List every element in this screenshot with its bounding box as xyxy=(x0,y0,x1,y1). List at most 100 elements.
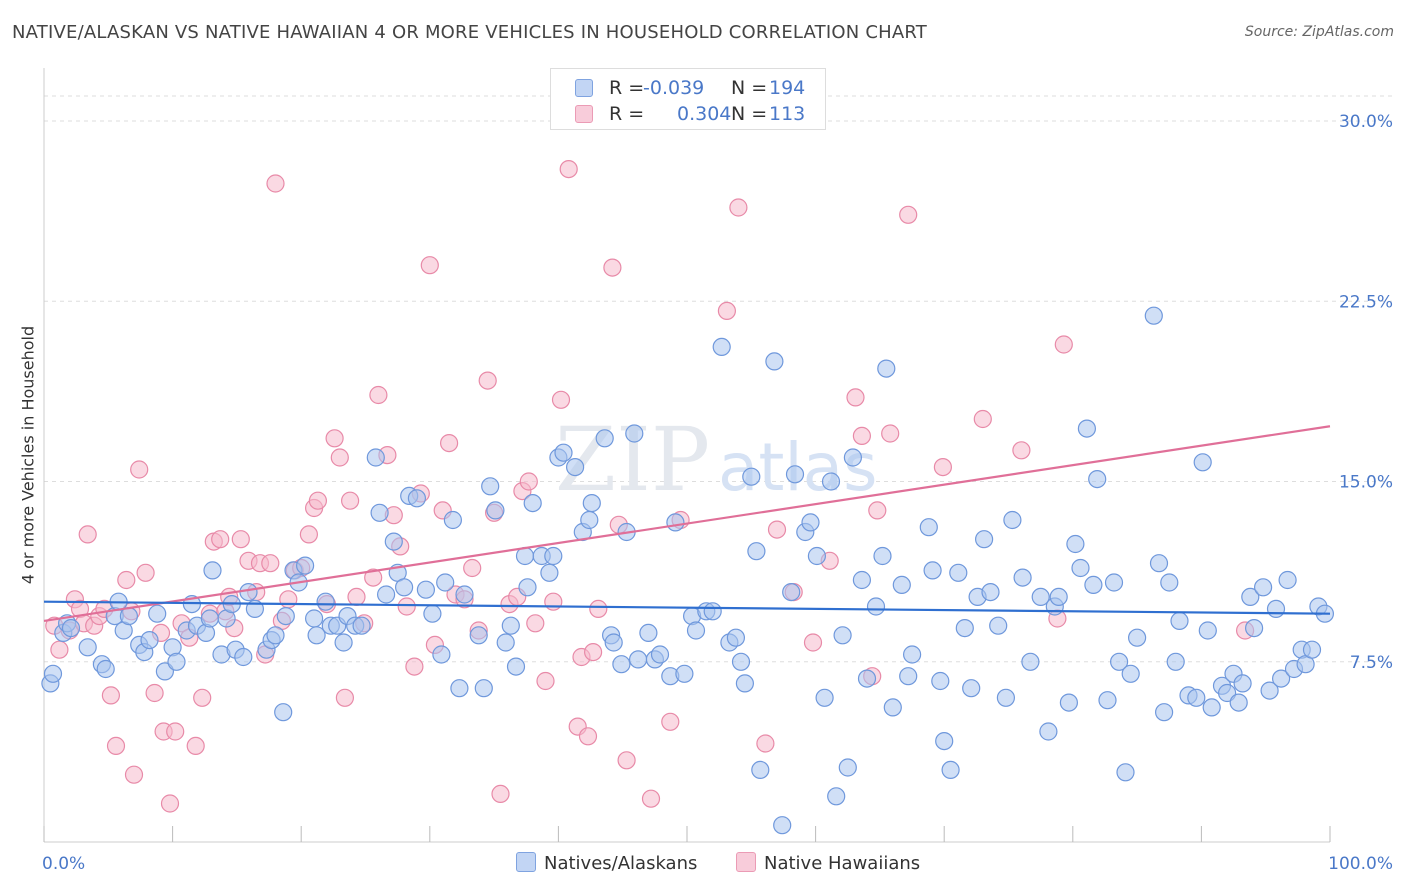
natives-alaskans-point xyxy=(486,501,505,520)
native-hawaiians-point xyxy=(136,563,155,582)
natives-alaskans-point xyxy=(902,645,922,664)
native-hawaiians-point xyxy=(478,371,497,390)
chart-title: NATIVE/ALASKAN VS NATIVE HAWAIIAN 4 OR M… xyxy=(12,22,927,43)
natives-alaskans-point xyxy=(1170,611,1189,631)
natives-alaskans-point xyxy=(455,585,474,604)
natives-alaskans-point xyxy=(582,494,601,513)
natives-alaskans-point xyxy=(481,477,500,496)
natives-alaskans-point xyxy=(923,561,942,580)
native-hawaiians-point xyxy=(973,409,992,429)
natives-alaskans-point xyxy=(1253,578,1273,597)
natives-alaskans-point xyxy=(78,638,97,657)
natives-alaskans-point xyxy=(731,652,751,671)
natives-alaskans-point xyxy=(416,580,435,599)
natives-alaskans-point xyxy=(1241,587,1260,607)
native-hawaiians-point xyxy=(369,385,388,405)
natives-alaskans-point xyxy=(1013,568,1032,587)
natives-alaskans-point xyxy=(544,546,563,566)
native-hawaiians-point xyxy=(341,491,360,510)
native-hawaiians-point xyxy=(50,640,69,659)
natives-alaskans-point xyxy=(1109,652,1129,671)
native-hawaiians-point xyxy=(266,174,285,193)
native-hawaiians-point xyxy=(933,458,953,477)
natives-alaskans-point xyxy=(735,674,755,693)
legend-n-label: N = xyxy=(731,77,768,99)
natives-alaskans-point xyxy=(838,758,857,777)
natives-alaskans-point xyxy=(436,573,455,592)
natives-alaskans-point xyxy=(1116,763,1135,782)
bottom-legend-label: Natives/Alaskans xyxy=(544,853,698,874)
native-hawaiians-point xyxy=(279,590,298,609)
native-hawaiians-point xyxy=(130,460,149,479)
natives-alaskans-point xyxy=(1098,691,1117,710)
natives-alaskans-trend-line xyxy=(43,600,1331,615)
native-hawaiians-point xyxy=(160,794,180,813)
natives-alaskans-point xyxy=(866,597,886,616)
natives-alaskans-point xyxy=(1187,688,1206,707)
natives-alaskans-point xyxy=(1160,573,1179,592)
bottom-legend-label: Native Hawaiians xyxy=(764,853,921,874)
natives-alaskans-point xyxy=(266,626,285,645)
natives-alaskans-point xyxy=(981,582,1000,602)
native-hawaiians-point xyxy=(603,258,622,277)
natives-alaskans-point xyxy=(782,582,801,602)
natives-alaskans-point xyxy=(1039,722,1058,741)
native-hawaiians-point xyxy=(364,568,383,587)
natives-alaskans-point xyxy=(955,618,974,638)
legend-swatch-pink xyxy=(575,105,593,123)
natives-alaskans-point xyxy=(61,618,81,638)
natives-alaskans-point xyxy=(857,669,877,688)
native-hawaiians-point xyxy=(463,558,482,578)
natives-alaskans-point xyxy=(1278,570,1297,590)
natives-alaskans-point xyxy=(140,630,159,650)
natives-alaskans-point xyxy=(650,645,670,664)
native-hawaiians-point xyxy=(551,390,571,409)
natives-alaskans-point xyxy=(423,604,442,623)
natives-alaskans-point xyxy=(1266,599,1286,619)
natives-alaskans-point xyxy=(941,760,960,780)
native-hawaiians-point xyxy=(299,525,318,544)
native-hawaiians-point xyxy=(846,388,865,407)
natives-alaskans-point xyxy=(815,688,834,707)
native-hawaiians-trend-line xyxy=(43,425,1331,622)
natives-alaskans-point xyxy=(518,578,537,597)
native-hawaiians-point xyxy=(193,688,212,707)
native-hawaiians-point xyxy=(231,530,250,549)
natives-alaskans-point xyxy=(996,688,1016,707)
natives-alaskans-point xyxy=(366,448,385,467)
natives-alaskans-point xyxy=(234,647,253,667)
natives-alaskans-point xyxy=(43,664,63,683)
trend-lines xyxy=(43,425,1331,622)
natives-alaskans-point xyxy=(675,664,694,683)
natives-alaskans-point xyxy=(1049,587,1068,607)
native-hawaiians-point xyxy=(729,198,748,217)
native-hawaiians-point xyxy=(617,751,636,770)
natives-alaskans-point xyxy=(931,671,950,691)
native-hawaiians-point xyxy=(899,205,918,224)
natives-alaskans-point xyxy=(1071,558,1090,578)
natives-alaskans-point xyxy=(239,582,258,602)
natives-alaskans-point xyxy=(899,667,918,686)
natives-alaskans-point xyxy=(334,633,353,652)
natives-alaskans-point xyxy=(1202,698,1221,717)
native-hawaiians-point xyxy=(186,736,205,756)
natives-alaskans-point xyxy=(274,703,293,722)
natives-alaskans-point xyxy=(119,606,138,626)
native-hawaiians-point xyxy=(868,501,887,520)
natives-alaskans-point xyxy=(1229,693,1248,712)
tick-labels: 7.5% 15.0% 22.5% 30.0% 0.0% 100.0% xyxy=(42,112,1393,874)
natives-alaskans-point xyxy=(612,655,631,674)
native-hawaiians-point xyxy=(405,657,424,676)
native-hawaiians-point xyxy=(117,570,136,590)
natives-alaskans-point xyxy=(1302,640,1322,659)
native-hawaiians-point xyxy=(124,765,144,784)
natives-alaskans-point xyxy=(1193,453,1212,472)
natives-alaskans-point xyxy=(307,626,326,645)
native-hawaiians-point xyxy=(661,712,680,731)
source-label: Source: ZipAtlas.com xyxy=(1244,24,1394,40)
natives-alaskans-point xyxy=(469,626,488,645)
native-hawaiians-point xyxy=(106,736,126,756)
natives-alaskans-point xyxy=(1144,306,1163,325)
native-hawaiians-point xyxy=(1054,335,1073,354)
natives-alaskans-point xyxy=(892,575,911,595)
